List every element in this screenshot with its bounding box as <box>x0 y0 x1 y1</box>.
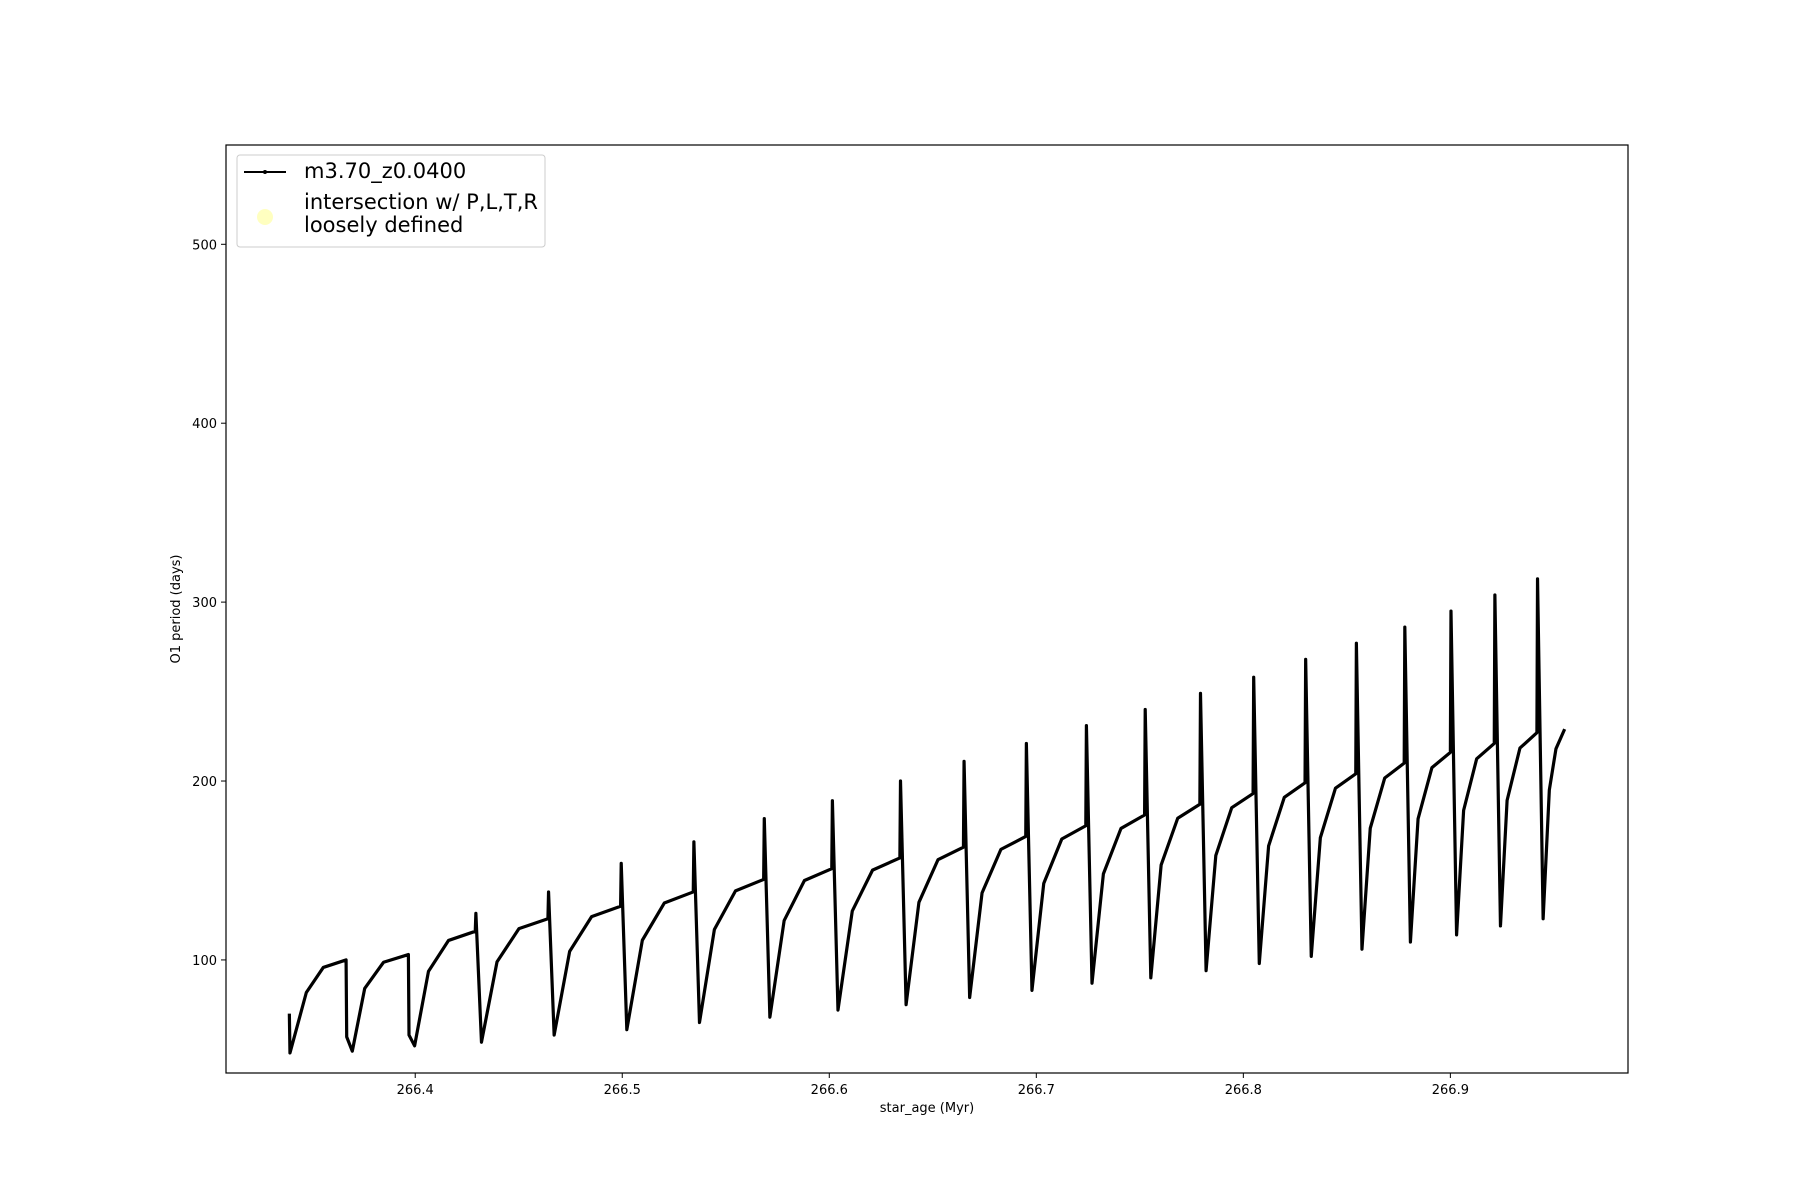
x-axis-label: star_age (Myr) <box>880 1101 974 1116</box>
plot-frame <box>225 144 1629 1074</box>
x-tick-label: 266.7 <box>1018 1083 1055 1098</box>
y-tick-label: 400 <box>192 417 217 432</box>
y-tick-label: 300 <box>192 596 217 611</box>
data-line <box>287 577 1567 1055</box>
legend-marker <box>263 170 267 174</box>
legend-box <box>236 154 546 248</box>
x-tick-label: 266.9 <box>1432 1083 1469 1098</box>
x-tick-label: 266.6 <box>811 1083 848 1098</box>
y-tick-label: 100 <box>192 954 217 969</box>
y-tick-label: 200 <box>192 775 217 790</box>
x-tick-label: 266.4 <box>397 1083 434 1098</box>
legend-label: intersection w/ P,L,T,R loosely defined <box>304 190 538 237</box>
x-tick-label: 266.5 <box>604 1083 641 1098</box>
legend-marker <box>257 209 273 225</box>
legend-label: m3.70_z0.0400 <box>304 159 467 183</box>
y-axis-label: O1 period (days) <box>169 554 184 663</box>
x-tick-label: 266.8 <box>1225 1083 1262 1098</box>
y-tick-label: 500 <box>192 238 217 253</box>
